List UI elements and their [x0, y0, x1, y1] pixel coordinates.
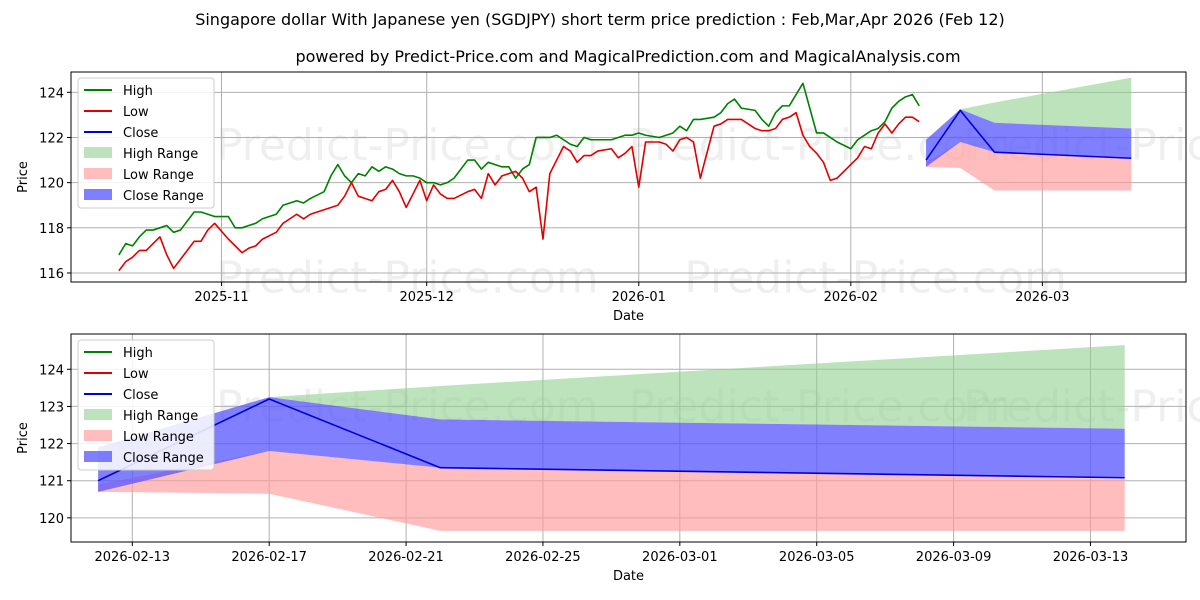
chart-subtitle: powered by Predict-Price.com and Magical…	[295, 47, 960, 66]
chart-panel-2: Predict-Price.comPredict-Price.comPredic…	[16, 334, 1200, 584]
watermark-text: Predict-Price.com	[216, 120, 599, 171]
x-tick-label: 2026-03	[1015, 290, 1069, 305]
x-tick-label: 2026-02-17	[231, 550, 307, 565]
chart-canvas: Singapore dollar With Japanese yen (SGDJ…	[0, 0, 1200, 600]
legend-key-high-range	[84, 409, 112, 420]
y-tick-label: 124	[39, 86, 64, 101]
legend-label: Close	[123, 126, 158, 141]
legend-label: Low	[123, 367, 149, 382]
legend-label: High Range	[123, 147, 198, 162]
x-axis-title: Date	[613, 569, 644, 584]
legend-label: High Range	[123, 409, 198, 424]
x-tick-label: 2025-12	[400, 290, 454, 305]
legend-label: Close	[123, 388, 158, 403]
y-tick-label: 123	[39, 400, 64, 415]
x-tick-label: 2025-11	[194, 290, 248, 305]
legend-label: Close Range	[123, 189, 204, 204]
x-tick-label: 2026-01	[612, 290, 666, 305]
y-tick-label: 121	[39, 475, 64, 490]
y-tick-label: 124	[39, 363, 64, 378]
legend-key-close-range	[84, 189, 112, 200]
x-axis-title: Date	[613, 309, 644, 324]
y-tick-label: 120	[39, 177, 64, 192]
x-tick-label: 2026-02-25	[505, 550, 581, 565]
legend-label: Low	[123, 105, 149, 120]
legend-label: High	[123, 84, 153, 99]
chart-figure: Singapore dollar With Japanese yen (SGDJ…	[0, 0, 1200, 600]
y-tick-label: 120	[39, 512, 64, 527]
x-tick-label: 2026-03-13	[1053, 550, 1129, 565]
y-tick-label: 122	[39, 438, 64, 453]
y-tick-label: 118	[39, 222, 64, 237]
legend-label: Low Range	[123, 430, 194, 445]
y-tick-label: 122	[39, 131, 64, 146]
y-tick-label: 116	[39, 267, 64, 282]
legend-key-low-range	[84, 430, 112, 441]
x-tick-label: 2026-02	[824, 290, 878, 305]
legend-key-high-range	[84, 147, 112, 158]
legend-label: High	[123, 346, 153, 361]
x-tick-label: 2026-02-13	[95, 550, 171, 565]
legend-key-close-range	[84, 451, 112, 462]
y-axis-title: Price	[16, 161, 31, 193]
legend: High Low Close High Range Low Range Close Ran…	[78, 78, 214, 208]
legend-label: Close Range	[123, 451, 204, 466]
x-tick-label: 2026-03-05	[779, 550, 855, 565]
legend-label: Low Range	[123, 168, 194, 183]
x-tick-label: 2026-03-09	[916, 550, 992, 565]
x-tick-label: 2026-02-21	[368, 550, 444, 565]
legend-key-low-range	[84, 168, 112, 179]
chart-panel-1: Predict-Price.com Predict-Price.comPredic…	[16, 72, 1200, 324]
legend: High Low Close High Range Low Range Close Ran…	[78, 340, 214, 470]
chart-title: Singapore dollar With Japanese yen (SGDJ…	[195, 10, 1005, 29]
x-tick-label: 2026-03-01	[642, 550, 718, 565]
y-axis-title: Price	[16, 422, 31, 454]
